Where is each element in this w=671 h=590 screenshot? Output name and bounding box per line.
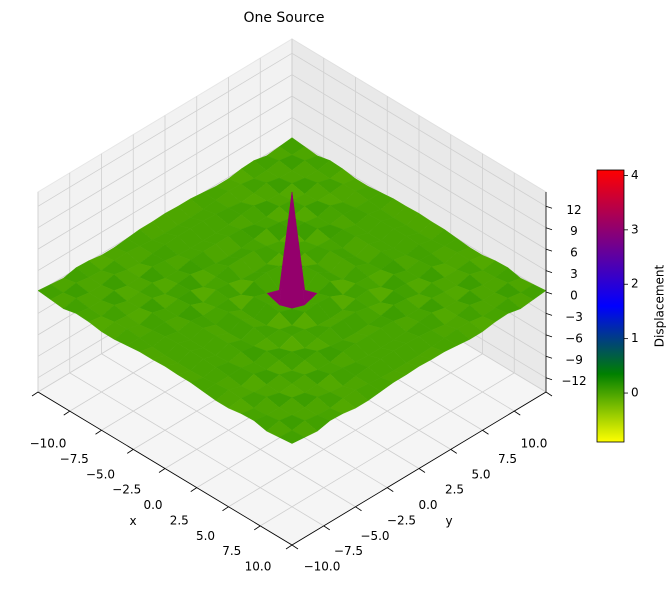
z-tick [545, 377, 553, 381]
z-tick [545, 270, 553, 273]
x-tick [190, 487, 197, 492]
y-tick [418, 468, 426, 473]
y-tick-label: 2.5 [445, 483, 464, 497]
grid-line [37, 117, 293, 271]
x-tick [254, 525, 261, 531]
x-tick-label: −10.0 [30, 437, 67, 451]
y-tick-label: 10.0 [521, 437, 548, 451]
x-tick-label: 7.5 [222, 544, 241, 558]
grid-line [37, 52, 293, 207]
x-tick [127, 449, 134, 454]
z-tick-label: −6 [565, 331, 583, 345]
grid-line [291, 52, 547, 207]
z-tick-label: 12 [566, 203, 581, 217]
colorbar-tick-label: 4 [631, 168, 639, 182]
z-tick [545, 205, 553, 209]
colorbar-tick-label: 3 [631, 222, 639, 236]
colorbar-label: Displacement [653, 264, 667, 347]
z-tick-label: 0 [570, 289, 578, 303]
colorbar-tick-label: 1 [631, 331, 639, 345]
grid-line [69, 372, 324, 527]
x-tick-label: 10.0 [245, 560, 272, 574]
grid-line [101, 353, 356, 508]
z-tick-label: −9 [565, 353, 583, 367]
x-tick-label: −7.5 [60, 452, 89, 466]
z-tick-label: 3 [570, 267, 578, 281]
y-tick-label: −5.0 [360, 529, 389, 543]
x-tick [95, 429, 102, 435]
y-tick [355, 506, 362, 512]
colorbar-tick-label: 0 [631, 386, 639, 400]
y-tick-label: 0.0 [418, 498, 437, 512]
y-axis-label: y [445, 514, 452, 528]
x-tick-label: −5.0 [86, 467, 115, 481]
x-tick [222, 506, 229, 512]
grid-line [291, 95, 547, 250]
z-tick-label: −3 [565, 310, 583, 324]
y-tick [387, 487, 394, 492]
x-axis-label: x [129, 514, 136, 528]
grid-line [291, 117, 547, 271]
grid-line [37, 95, 293, 250]
z-tick [545, 355, 553, 359]
y-tick [450, 449, 457, 454]
x-tick-label: 5.0 [196, 529, 215, 543]
x-tick [285, 544, 293, 550]
x-tick-label: 2.5 [170, 513, 189, 527]
y-tick-label: 5.0 [471, 467, 490, 481]
x-tick-label: 0.0 [143, 498, 162, 512]
colorbar-tick-label: 2 [631, 277, 639, 291]
surface-facet [278, 430, 306, 444]
y-tick [291, 544, 299, 550]
grid-line [37, 74, 293, 229]
x-tick [63, 410, 70, 416]
z-tick [545, 227, 553, 231]
y-tick-label: 7.5 [498, 452, 517, 466]
x-tick [158, 468, 166, 473]
y-tick-label: −7.5 [334, 544, 363, 558]
x-tick [31, 391, 39, 397]
colorbar [596, 169, 625, 443]
y-tick [514, 410, 521, 416]
y-tick-label: −10.0 [304, 560, 341, 574]
z-tick-label: −12 [561, 374, 586, 388]
z-tick [545, 334, 553, 338]
x-tick-label: −2.5 [112, 483, 141, 497]
z-tick-label: 6 [570, 246, 578, 260]
y-tick-label: −2.5 [387, 513, 416, 527]
z-tick [545, 291, 553, 295]
y-tick [545, 391, 553, 397]
z-tick [545, 248, 553, 252]
grid-line [291, 74, 547, 229]
y-tick [482, 429, 489, 435]
y-tick [323, 525, 330, 531]
z-tick [545, 313, 553, 316]
z-tick-label: 9 [570, 224, 578, 238]
chart-title: One Source [243, 10, 324, 26]
